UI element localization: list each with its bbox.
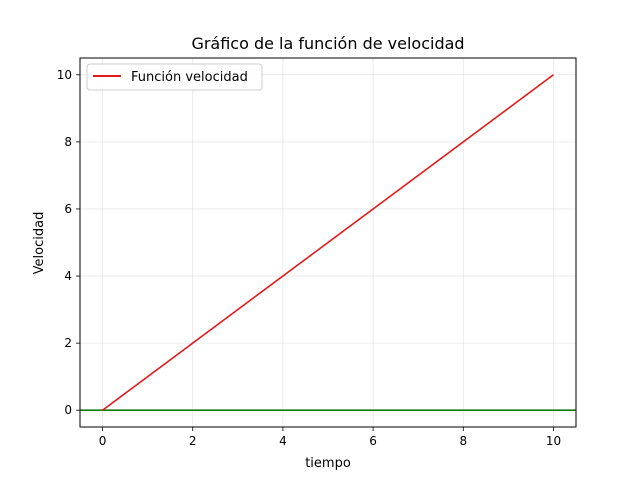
y-tick-label: 10	[57, 68, 72, 82]
legend: Función velocidad	[86, 63, 263, 91]
series-line-velocity	[102, 74, 554, 411]
y-tick-label: 4	[64, 269, 72, 283]
legend-box	[86, 63, 263, 91]
x-tick-label: 6	[369, 434, 377, 448]
y-tick-label: 0	[64, 403, 72, 417]
y-tick-label: 2	[64, 336, 72, 350]
x-tick-label: 8	[459, 434, 467, 448]
y-axis-label: Velocidad	[32, 212, 47, 275]
x-tick-label: 4	[279, 434, 287, 448]
legend-label: Función velocidad	[131, 70, 248, 85]
y-tick-label: 8	[64, 135, 72, 149]
x-axis-label: tiempo	[305, 456, 351, 471]
x-tick-label: 0	[99, 434, 107, 448]
axes-frame	[79, 57, 577, 428]
x-tick-label: 2	[189, 434, 197, 448]
x-tick-label: 10	[546, 434, 561, 448]
y-tick-label: 6	[64, 202, 72, 216]
series-lines	[102, 74, 554, 411]
grid	[80, 58, 576, 427]
ticks: 0 2 4 6 8 10 0 2 4 6 8 10	[57, 68, 561, 448]
chart-title: Gráfico de la función de velocidad	[191, 34, 464, 53]
